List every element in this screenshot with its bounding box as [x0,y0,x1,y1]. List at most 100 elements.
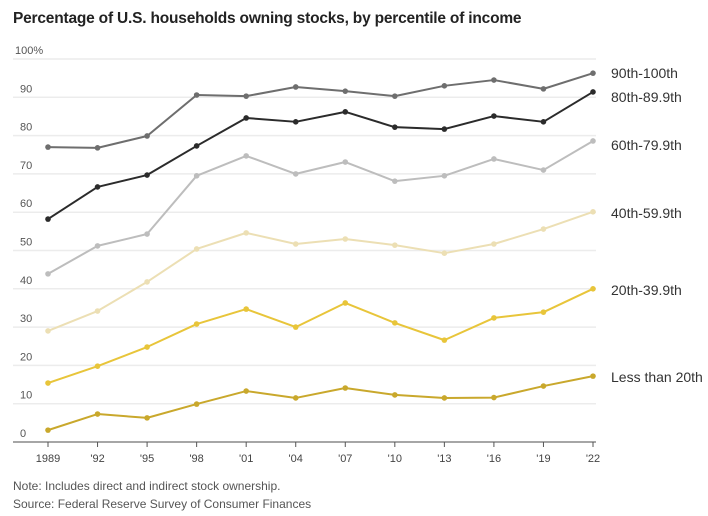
x-tick-label: '07 [338,453,352,465]
data-point [243,115,249,121]
data-point [590,373,596,379]
x-tick-label: '16 [487,453,501,465]
x-tick-label: '92 [90,453,104,465]
y-tick-label: 50 [20,237,32,249]
data-point [590,70,596,76]
data-point [94,411,101,417]
data-point [94,184,101,190]
data-point [441,250,448,256]
data-point [144,279,150,285]
series-line [47,210,594,332]
legend-label: 40th-59.9th [611,205,682,221]
y-tick-label: 70 [20,160,32,172]
data-point [491,394,497,401]
data-point [292,171,299,177]
y-tick-label: 40 [20,275,32,287]
series-80th-89-9th [45,89,596,222]
data-point [144,133,150,139]
x-tick-label: '04 [289,453,303,465]
data-point [144,415,150,421]
series-90th-100th [45,70,596,151]
series-line [47,91,594,220]
data-point [292,395,299,401]
data-point [292,324,299,330]
data-point [441,337,448,343]
series-less-than-20th [45,373,596,433]
x-tick-label: '10 [388,453,402,465]
x-tick-label: '01 [239,453,253,465]
legend-label: Less than 20th [611,369,703,385]
gridlines [13,58,596,405]
data-point [540,86,547,92]
data-point [193,321,200,327]
data-point [45,271,51,277]
series-lines [45,70,596,433]
data-point [491,241,497,247]
data-point [491,315,497,321]
data-point [193,143,200,149]
data-point [392,93,398,99]
data-point [540,309,547,315]
data-point [193,173,200,179]
data-point [590,286,596,292]
y-tick-label: 100% [15,45,43,57]
data-point [94,308,101,314]
y-tick-label: 30 [20,313,32,325]
x-tick-label: '19 [536,453,550,465]
y-tick-label: 90 [20,83,32,95]
data-point [45,144,51,150]
y-tick-label: 0 [20,428,26,440]
legend-label: 20th-39.9th [611,282,682,298]
data-point [45,328,51,334]
y-tick-label: 80 [20,122,32,134]
data-point [144,231,150,237]
y-tick-label: 10 [20,390,32,402]
data-point [94,243,101,249]
chart-note: Note: Includes direct and indirect stock… [13,479,281,493]
data-point [590,209,596,215]
data-point [292,241,299,247]
x-tick-label: '95 [140,453,154,465]
chart-title: Percentage of U.S. households owning sto… [13,10,522,27]
y-axis-ticks: 0 10 20 30 40 50 60 70 80 90 100% [15,45,43,440]
data-point [243,153,249,159]
data-point [491,77,497,83]
data-point [342,236,349,242]
data-point [144,344,150,350]
series-60th-79-9th [45,138,596,277]
series-line [47,72,594,149]
series-line [47,287,594,384]
data-point [144,172,150,178]
x-tick-label: '98 [189,453,203,465]
legend: 90th-100th 80th-89.9th 60th-79.9th 40th-59.… [611,65,703,385]
data-point [342,109,349,115]
data-point [491,156,497,162]
y-tick-label: 20 [20,351,32,363]
data-point [292,84,299,90]
data-point [243,306,249,312]
x-tick-label: '13 [437,453,451,465]
data-point [193,92,200,98]
data-point [342,88,349,94]
x-tick-label: 1989 [36,453,60,465]
series-line [47,140,594,275]
x-axis: 1989 '92 '95 '98 '01 '04 '07 '10 '13 '16 '19 '22 [13,441,600,465]
data-point [342,159,349,165]
data-point [193,401,200,407]
data-point [45,216,51,222]
data-point [540,226,547,232]
data-point [540,383,547,389]
data-point [243,388,249,394]
data-point [342,385,349,391]
legend-label: 80th-89.9th [611,89,682,105]
data-point [491,113,497,119]
chart-source: Source: Federal Reserve Survey of Consum… [13,497,312,511]
data-point [94,145,101,151]
legend-label: 60th-79.9th [611,137,682,153]
x-tick-label: '22 [586,453,600,465]
data-point [540,119,547,125]
data-point [441,395,448,401]
series-40th-59-9th [45,209,596,334]
data-point [441,83,448,89]
